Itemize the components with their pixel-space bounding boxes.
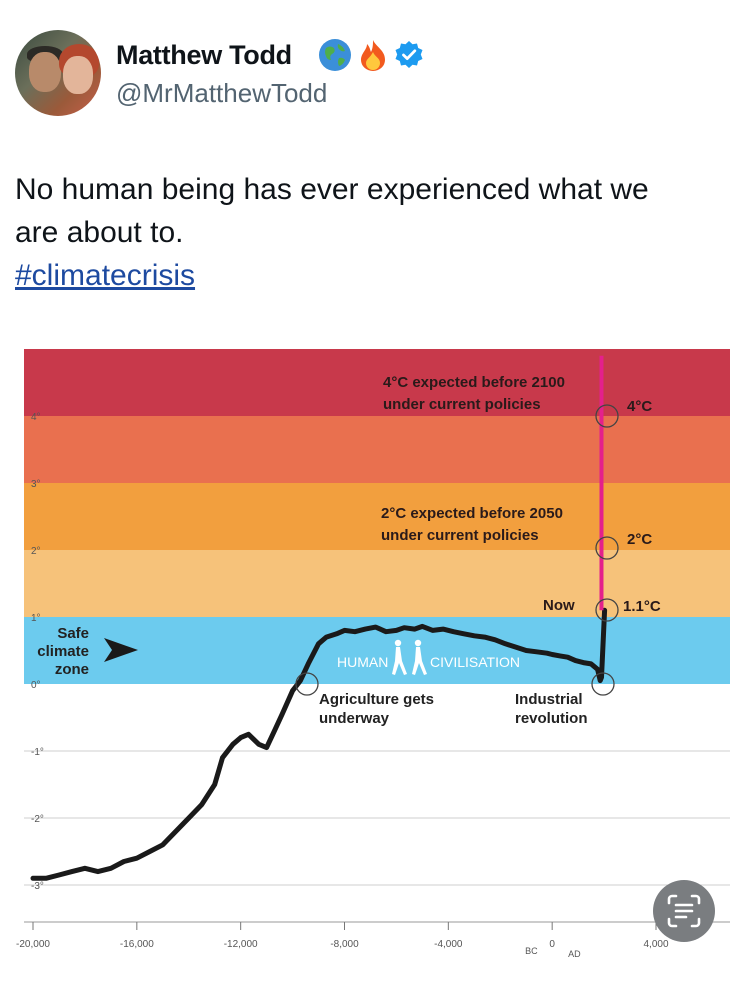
temperature-history-line xyxy=(30,607,608,881)
safe-zone-arrow-icon xyxy=(104,638,138,662)
zone-band-3 xyxy=(24,550,730,617)
scan-text-icon xyxy=(667,894,701,928)
industrial-note-line2: revolution xyxy=(515,710,588,727)
y-tick-label: 1° xyxy=(31,613,41,624)
industrial-marker-circle xyxy=(591,672,615,696)
civilisation-label: CIVILISATION xyxy=(430,654,520,670)
x-tick-label: 0 xyxy=(549,939,555,950)
x-tick-label: -20,000 xyxy=(16,939,50,950)
y-tick-label: -3° xyxy=(31,881,44,892)
y-tick-label: 3° xyxy=(31,479,41,490)
zone-band-0 xyxy=(24,349,730,416)
badges xyxy=(318,38,424,72)
four-c-marker-label: 4°C xyxy=(627,398,652,415)
now-marker-circle xyxy=(595,598,619,622)
x-axis: -20,000 -16,000 -12,000 -8,000 -4,000 0 4,000 B… xyxy=(16,921,730,959)
author-handle[interactable]: @MrMatthewTodd xyxy=(116,78,328,108)
x-tick-label: -12,000 xyxy=(224,939,258,950)
industrial-note-line1: Industrial xyxy=(515,691,583,708)
tweet-text-line1: No human being has ever experienced what… xyxy=(15,173,649,206)
safe-zone-line1: Safe xyxy=(57,625,89,642)
climate-chart: 4° 3° 2° 1° 0° -1° -2° -3° -20,000 -16,000 -12,00… xyxy=(16,349,730,959)
safe-zone-line3: zone xyxy=(55,661,89,678)
now-label: Now xyxy=(543,597,575,614)
x-tick-label: -8,000 xyxy=(330,939,359,950)
scan-text-button[interactable] xyxy=(653,880,715,942)
now-marker-label: 1.1°C xyxy=(623,598,661,615)
tweet-text: No human being has ever experienced what… xyxy=(15,168,735,297)
x-tick-label: -4,000 xyxy=(434,939,463,950)
marker-circles xyxy=(295,404,619,696)
two-c-marker-circle xyxy=(595,536,619,560)
era-label-ad: AD xyxy=(568,949,581,959)
agriculture-note-line2: underway xyxy=(319,710,390,727)
two-c-marker-label: 2°C xyxy=(627,531,652,548)
y-tick-label: -2° xyxy=(31,814,44,825)
safe-zone-line2: climate xyxy=(37,643,89,660)
agriculture-marker-circle xyxy=(295,672,319,696)
zone-band-1 xyxy=(24,416,730,483)
verified-icon xyxy=(395,41,423,68)
four-c-marker-circle xyxy=(595,404,619,428)
fire-icon xyxy=(361,40,385,71)
two-c-note-line2: under current policies xyxy=(381,527,539,544)
x-tick-label: 4,000 xyxy=(643,939,668,950)
y-tick-label: 0° xyxy=(31,680,41,691)
four-c-note-line2: under current policies xyxy=(383,396,541,413)
walking-people-icon xyxy=(392,639,427,675)
globe-icon xyxy=(319,39,351,71)
y-tick-label: 4° xyxy=(31,412,41,423)
four-c-note-line1: 4°C expected before 2100 xyxy=(383,374,565,391)
author-name[interactable]: Matthew Todd xyxy=(116,40,292,70)
tweet-text-line2: are about to. xyxy=(15,216,184,249)
y-tick-label: -1° xyxy=(31,747,44,758)
hashtag-link[interactable]: #climatecrisis xyxy=(15,259,196,292)
two-c-note-line1: 2°C expected before 2050 xyxy=(381,505,563,522)
agriculture-note-line1: Agriculture gets xyxy=(319,691,434,708)
human-label: HUMAN xyxy=(337,654,388,670)
x-tick-label: -16,000 xyxy=(120,939,154,950)
avatar[interactable] xyxy=(15,30,101,116)
gridlines xyxy=(24,750,730,886)
era-label-bc: BC xyxy=(525,946,538,956)
zone-band-2 xyxy=(24,483,730,550)
zone-bands xyxy=(24,349,730,684)
y-axis-ticks: 4° 3° 2° 1° 0° -1° -2° -3° xyxy=(31,412,44,892)
y-tick-label: 2° xyxy=(31,546,41,557)
